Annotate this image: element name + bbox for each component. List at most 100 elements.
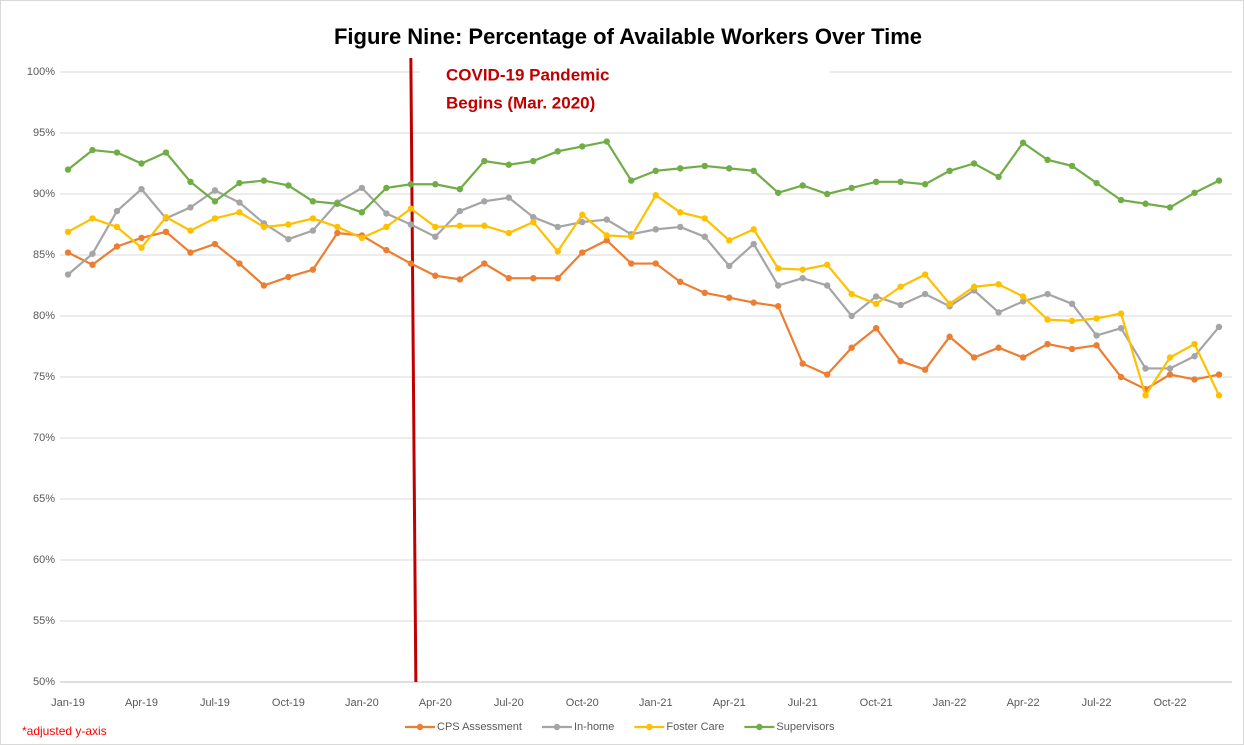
x-tick-label: Jan-22 [933,697,967,709]
data-point [285,235,292,243]
data-point [530,274,537,282]
data-point [628,177,635,184]
data-point [432,233,439,240]
data-point [1166,365,1174,372]
data-point [921,271,929,278]
data-point [872,325,880,332]
data-point [897,357,904,365]
data-point [897,283,904,290]
x-tick-label: Jan-19 [51,697,85,709]
data-point [64,166,72,173]
x-tick-label: Jul-22 [1082,697,1112,709]
legend-label: CPS Assessment [437,721,522,733]
data-point [677,165,684,172]
data-point [187,204,194,211]
data-point [1117,325,1125,332]
data-point [456,222,464,229]
data-point [162,213,170,221]
y-tick-label: 60% [33,554,55,566]
data-point [260,177,268,184]
data-point [285,221,292,228]
data-point [1215,392,1223,399]
data-point [407,181,415,188]
data-point [799,360,806,367]
x-tick-label: Oct-22 [1154,697,1187,709]
data-point [236,179,243,187]
x-tick-label: Oct-19 [272,697,305,709]
legend-label: Supervisors [776,721,835,733]
data-point [1093,342,1100,349]
data-point [530,213,537,221]
data-point [848,312,855,320]
legend-label: In-home [574,721,614,733]
legend-marker [553,723,561,731]
data-point [64,249,72,256]
data-point [872,300,880,307]
data-point [383,210,390,217]
data-point [750,299,757,306]
data-point [407,221,415,228]
data-point [1019,293,1027,300]
data-point [823,282,831,289]
data-point [995,309,1002,316]
data-point [946,167,953,175]
data-point [162,228,170,236]
data-point [432,272,439,279]
data-point [750,240,757,248]
data-point [432,181,439,188]
x-tick-label: Apr-22 [1007,697,1040,709]
series-line [67,230,1220,391]
data-point [1068,345,1076,353]
data-point [921,290,929,298]
x-tick-label: Apr-21 [713,697,746,709]
data-point [1117,196,1125,204]
data-point [799,182,806,189]
data-point [1093,315,1100,322]
data-point [946,300,953,307]
data-point [946,333,953,340]
data-point [113,207,121,215]
x-tick-label: Apr-19 [125,697,158,709]
data-point [872,293,880,300]
data-point [1191,353,1198,360]
data-point [432,223,439,231]
data-point [113,223,121,231]
y-tick-label: 50% [33,676,55,688]
annotation-text: COVID-19 Pandemic [446,65,609,84]
data-point [1142,365,1149,372]
data-point [872,178,880,185]
data-point [823,371,831,378]
data-point [309,266,317,273]
data-point [1068,300,1076,307]
data-point [652,167,659,175]
data-point [530,157,537,165]
y-tick-label: 85% [33,249,55,261]
data-point [701,233,708,240]
data-point [995,173,1002,181]
data-point [995,281,1002,288]
data-point [89,250,96,257]
data-point [1019,298,1027,305]
data-point [1166,371,1174,378]
y-tick-label: 75% [33,371,55,383]
data-point [358,234,366,242]
data-point [1142,392,1149,399]
data-point [554,274,561,282]
data-point [64,271,72,278]
data-point [456,207,464,215]
data-point [823,261,831,268]
data-point [799,274,806,282]
data-point [236,199,243,206]
data-point [970,283,978,290]
data-point [1019,139,1027,146]
data-point [113,149,121,156]
data-point [774,189,782,196]
data-point [921,181,929,188]
annotation-background [420,55,830,123]
data-point [89,261,96,268]
data-point [187,178,194,185]
data-point [823,190,831,198]
data-point [334,223,341,231]
data-point [628,233,635,240]
